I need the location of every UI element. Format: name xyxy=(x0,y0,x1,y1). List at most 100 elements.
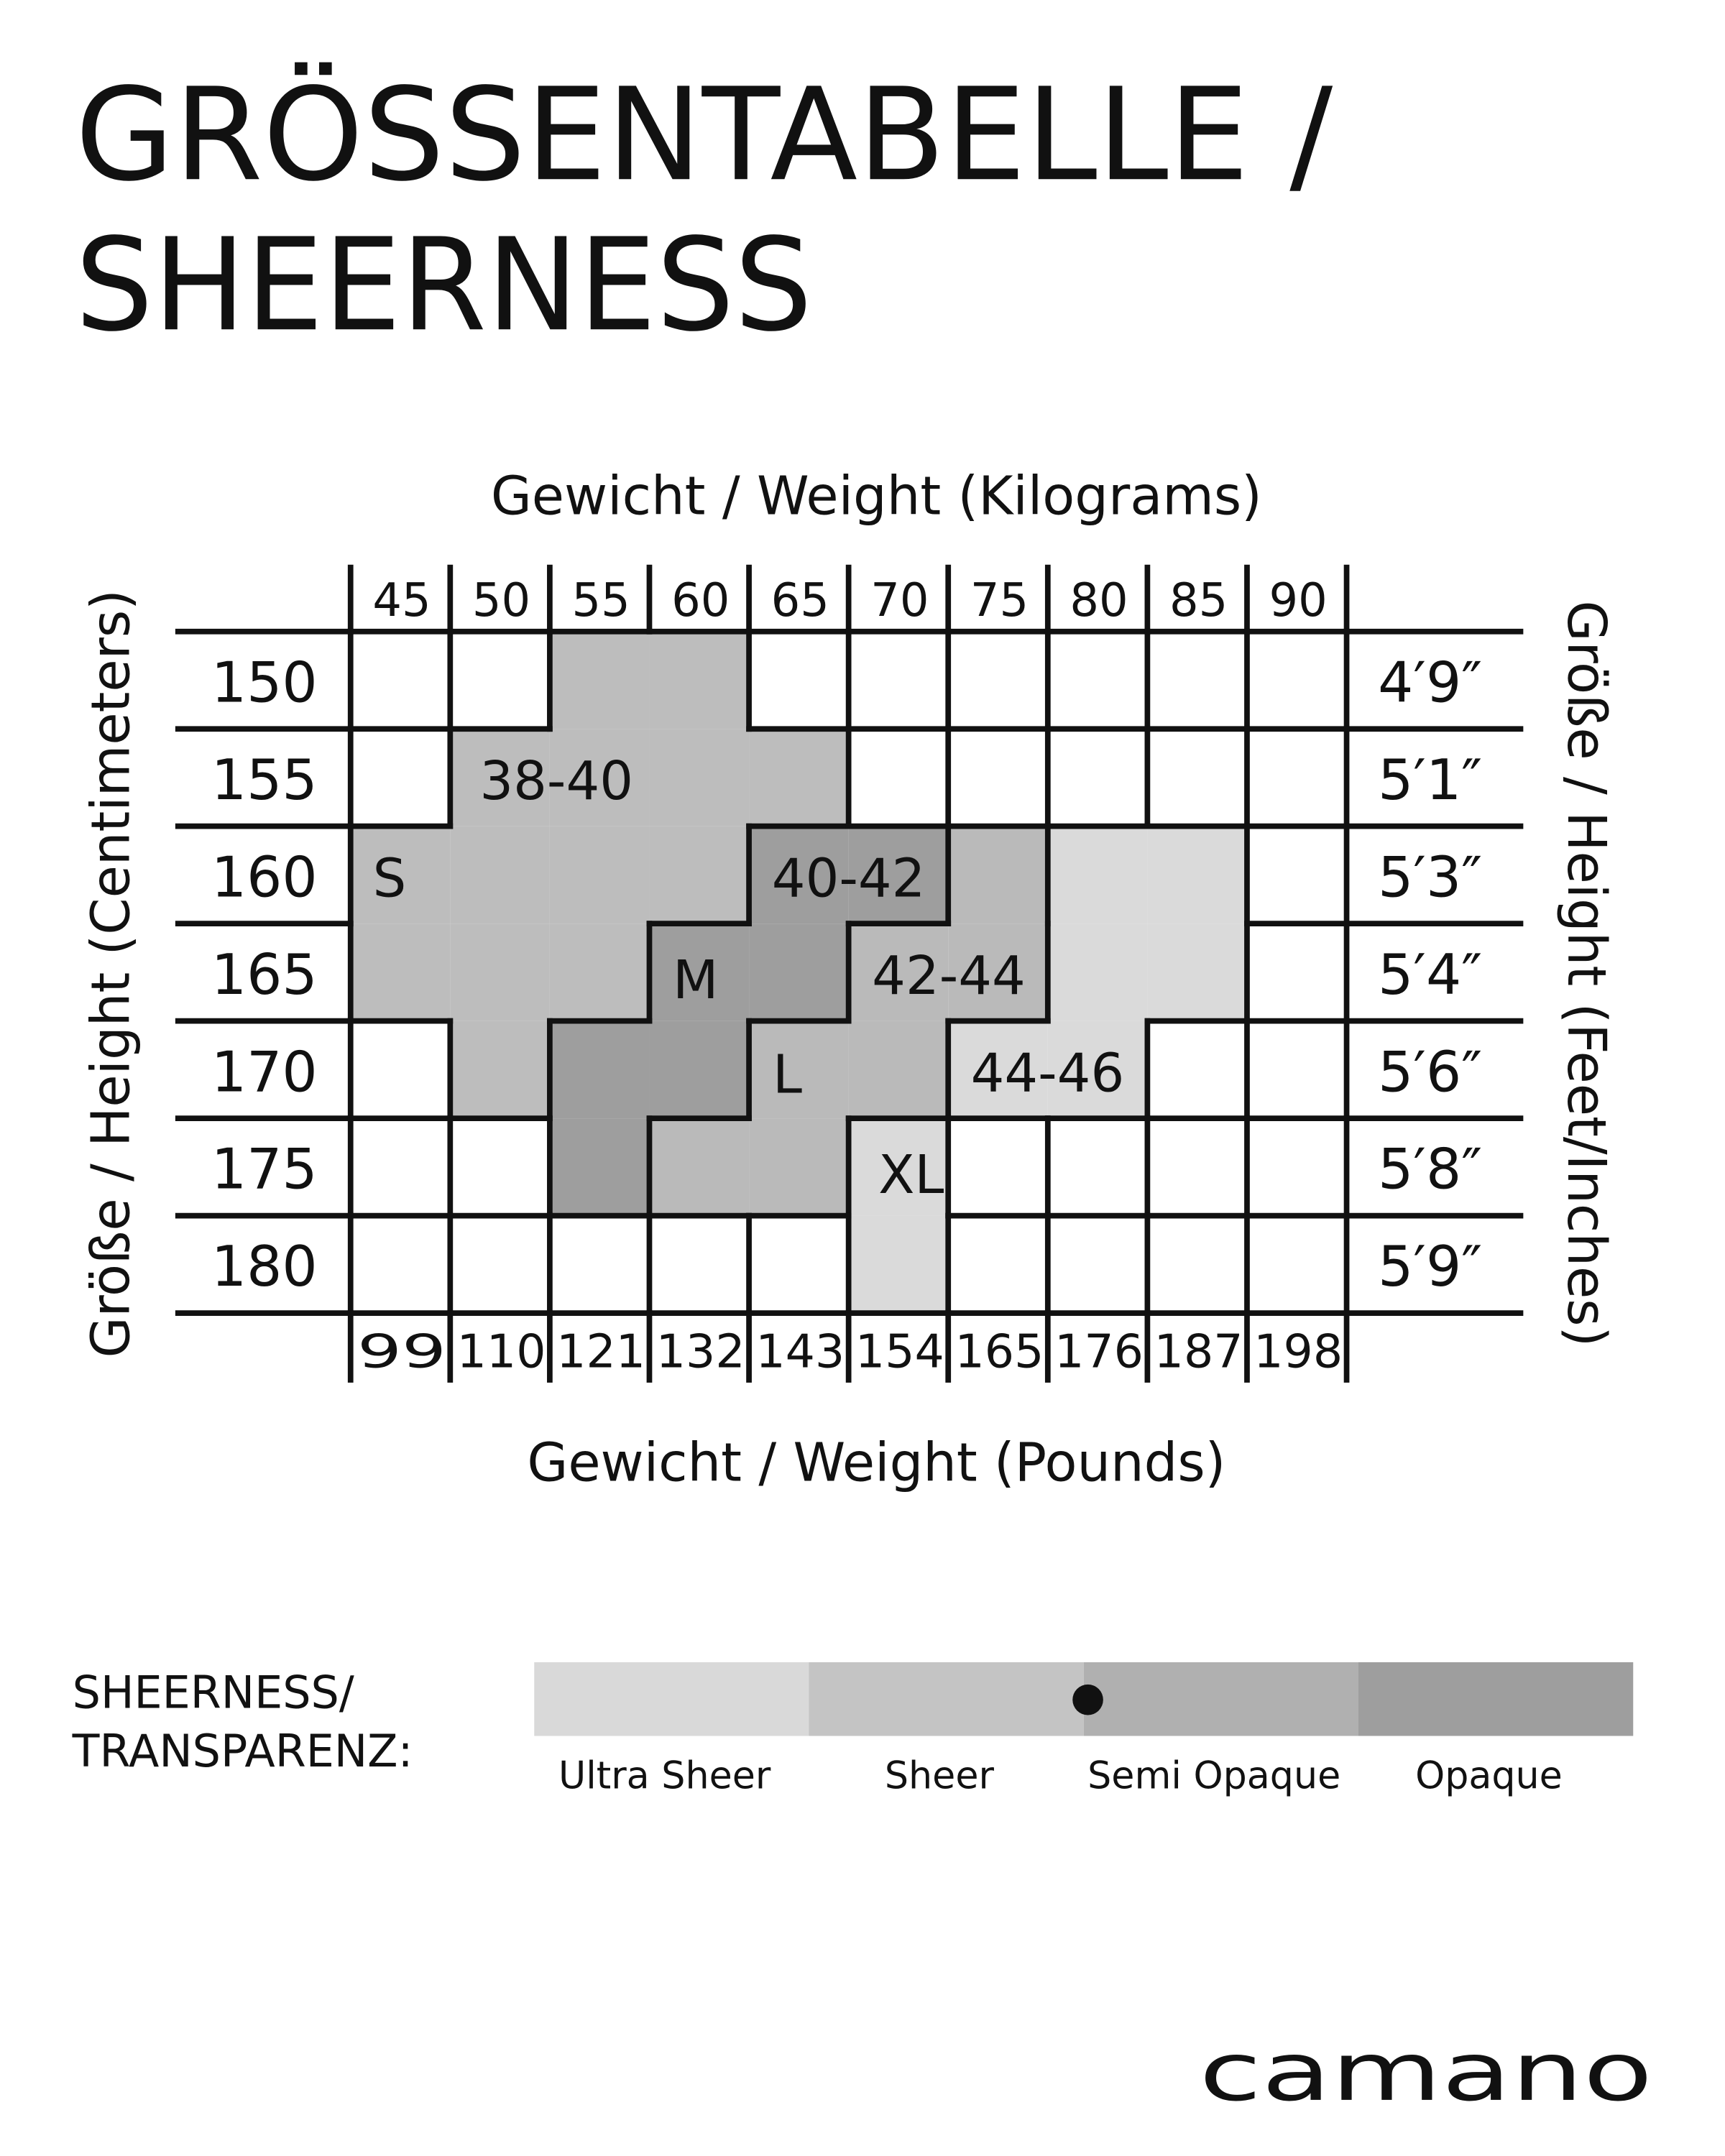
lbs-label: 110 xyxy=(457,1325,546,1378)
size-cell xyxy=(1147,826,1247,924)
size-cell xyxy=(450,729,550,826)
cm-label: 180 xyxy=(211,1235,318,1299)
lbs-label: 198 xyxy=(1254,1325,1343,1378)
size-cell xyxy=(1047,923,1148,1021)
sheerness-segment xyxy=(1083,1662,1358,1736)
kg-label: 80 xyxy=(1070,574,1128,627)
cm-label: 165 xyxy=(211,943,318,1008)
size-cell xyxy=(948,826,1048,924)
size-cell xyxy=(649,923,750,1021)
size-label: M xyxy=(673,950,718,1011)
size-cell xyxy=(1047,826,1148,924)
size-cell xyxy=(649,826,750,924)
brand: camano xyxy=(1199,2026,1652,2119)
size-cell xyxy=(749,1021,849,1119)
kg-label: 90 xyxy=(1269,574,1328,627)
lbs-label: 132 xyxy=(656,1325,745,1378)
lbs-label: 154 xyxy=(855,1325,944,1378)
lbs-label: 187 xyxy=(1154,1325,1243,1378)
kg-label: 70 xyxy=(870,574,929,627)
sheerness-level: Sheer xyxy=(885,1755,995,1798)
size-cell xyxy=(350,826,451,924)
size-label: L xyxy=(773,1045,802,1106)
size-cell xyxy=(749,1118,849,1216)
size-cell xyxy=(848,1215,949,1314)
sheerness-level: Semi Opaque xyxy=(1087,1755,1340,1798)
bottom-axis-label: Gewicht / Weight (Pounds) xyxy=(527,1433,1225,1494)
size-cell xyxy=(749,826,849,924)
size-cell xyxy=(549,729,650,826)
feet-label: 5′8″ xyxy=(1378,1138,1482,1202)
kg-label: 45 xyxy=(372,574,431,627)
feet-label: 5′3″ xyxy=(1378,845,1482,910)
size-label: S xyxy=(373,849,407,910)
feet-label: 5′9″ xyxy=(1378,1235,1482,1299)
size-label: 38-40 xyxy=(479,751,633,812)
sheerness-label: TRANSPARENZ: xyxy=(72,1726,413,1777)
sheerness-scale: Ultra Sheer Sheer Semi Opaque Opaque xyxy=(534,1662,1634,1798)
size-label: 44-46 xyxy=(971,1044,1125,1105)
lbs-label: 165 xyxy=(955,1325,1044,1378)
size-cell xyxy=(749,729,849,826)
size-cell xyxy=(450,1021,550,1119)
size-cell xyxy=(450,826,550,924)
sheerness-label: SHEERNESS/ xyxy=(73,1667,354,1718)
cm-label: 175 xyxy=(211,1138,318,1202)
lbs-label: 143 xyxy=(755,1325,845,1378)
sheerness-segment xyxy=(809,1662,1084,1736)
lbs-label: 176 xyxy=(1054,1325,1144,1378)
sheerness-segment xyxy=(1358,1662,1634,1736)
sheerness-indicator xyxy=(1072,1684,1103,1715)
title-line: SHEERNESS xyxy=(75,211,813,359)
feet-label: 5′4″ xyxy=(1378,943,1482,1008)
sheerness-level: Opaque xyxy=(1415,1755,1563,1798)
size-cell xyxy=(649,729,750,826)
size-cell xyxy=(649,1021,750,1119)
feet-label: 5′1″ xyxy=(1378,748,1482,813)
size-cell xyxy=(549,1118,650,1216)
cm-label: 155 xyxy=(211,748,318,813)
right-axis-label: Größe / Height (Feet/Inches) xyxy=(1555,600,1616,1347)
kg-label: 60 xyxy=(671,574,730,627)
kg-label: 55 xyxy=(571,574,630,627)
size-cell xyxy=(848,923,949,1021)
sheerness-level: Ultra Sheer xyxy=(558,1755,771,1798)
size-cell xyxy=(948,1021,1048,1119)
size-cell xyxy=(948,923,1048,1021)
size-cell xyxy=(749,923,849,1021)
size-cell xyxy=(848,1021,949,1119)
size-cell xyxy=(649,631,750,729)
size-cell xyxy=(649,1118,750,1216)
kg-label: 50 xyxy=(472,574,530,627)
cm-label: 150 xyxy=(211,650,318,715)
top-axis-label: Gewicht / Weight (Kilograms) xyxy=(491,466,1262,527)
sheerness-segment xyxy=(534,1662,809,1736)
cm-label: 160 xyxy=(211,845,318,910)
size-cell xyxy=(848,826,949,924)
kg-label: 65 xyxy=(771,574,829,627)
size-label: 40-42 xyxy=(772,849,926,910)
cm-label: 170 xyxy=(211,1040,318,1105)
title-line: GRÖSSENTABELLE / xyxy=(75,60,1333,209)
kg-label: 75 xyxy=(970,574,1029,627)
left-axis-label: Größe / Height (Centimeters) xyxy=(80,589,142,1358)
lbs-label: 99 xyxy=(357,1325,446,1378)
size-cell xyxy=(1147,923,1247,1021)
size-label: XL xyxy=(878,1145,944,1206)
size-cell xyxy=(450,923,550,1021)
size-label: 42-44 xyxy=(872,946,1026,1007)
kg-label: 85 xyxy=(1169,574,1228,627)
size-cell xyxy=(549,1021,650,1119)
size-cell xyxy=(1047,1021,1148,1119)
feet-label: 5′6″ xyxy=(1378,1040,1482,1105)
lbs-label: 121 xyxy=(556,1325,645,1378)
size-cell xyxy=(848,1118,949,1216)
feet-label: 4′9″ xyxy=(1378,650,1482,715)
size-cell xyxy=(549,826,650,924)
size-cell xyxy=(549,631,650,729)
size-cell xyxy=(350,923,451,1021)
size-cell xyxy=(549,923,650,1021)
